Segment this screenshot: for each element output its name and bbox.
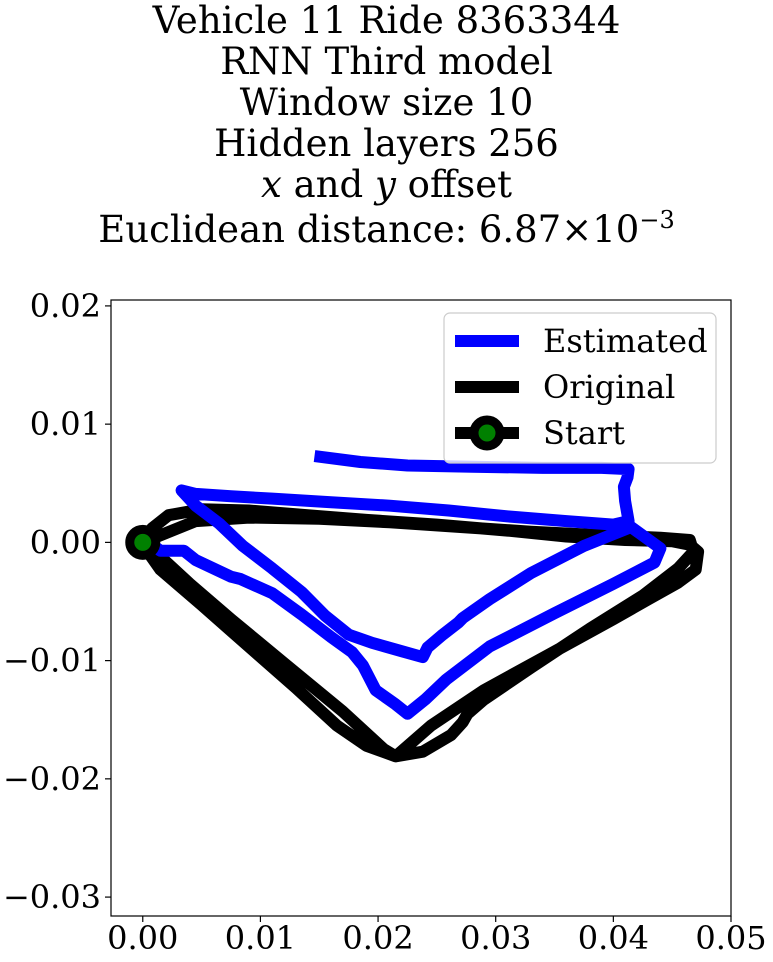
legend-start-label: Start	[543, 414, 625, 452]
title-line-1: Vehicle 11 Ride 8363344	[152, 0, 621, 42]
x-axis: 0.00 0.01 0.02 0.03 0.04 0.05	[107, 916, 767, 957]
y-tick-label: 0.00	[30, 523, 101, 561]
x-tick-label: 0.05	[695, 919, 766, 957]
times-symbol: ×	[561, 208, 593, 251]
x-tick-label: 0.01	[225, 919, 296, 957]
distance-exponent: −3	[639, 206, 675, 234]
legend-original-label: Original	[543, 368, 675, 406]
y-tick-label: 0.02	[30, 287, 101, 325]
y-tick-label: −0.03	[3, 878, 101, 916]
x-tick-label: 0.02	[342, 919, 413, 957]
y-tick-label: −0.01	[3, 642, 101, 680]
y-tick-label: −0.02	[3, 760, 101, 798]
legend-frame	[443, 312, 717, 464]
title-and-text: and	[281, 163, 375, 206]
series-line-estimated	[142, 450, 667, 720]
y-axis: 0.02 0.01 0.00 −0.01 −0.02 −0.03	[3, 287, 111, 916]
legend: Estimated Original Start	[443, 312, 717, 464]
start-marker	[125, 524, 161, 560]
chart-title: Vehicle 11 Ride 8363344 RNN Third model …	[0, 0, 773, 250]
title-line-5: x and y offset	[0, 164, 773, 205]
marker-layer	[125, 524, 161, 560]
distance-prefix: Euclidean distance: 6.87	[98, 208, 562, 251]
title-offset-text: offset	[395, 163, 512, 206]
title-line-3: Window size 10	[239, 81, 534, 124]
title-x-symbol: x	[261, 163, 282, 206]
title-y-symbol: y	[375, 163, 396, 206]
title-line-4: Hidden layers 256	[214, 122, 559, 165]
legend-estimated-label: Estimated	[543, 322, 708, 360]
y-tick-label: 0.01	[30, 405, 101, 443]
x-tick-label: 0.03	[460, 919, 531, 957]
title-line-6: Euclidean distance: 6.87×10−3	[0, 206, 773, 251]
distance-base: 10	[592, 208, 640, 251]
x-tick-label: 0.04	[578, 919, 649, 957]
axes-frame	[110, 299, 732, 917]
series-layer	[136, 450, 705, 763]
title-line-2: RNN Third model	[220, 40, 553, 83]
series-line-original	[136, 503, 705, 763]
legend-start-marker	[469, 415, 505, 451]
x-tick-label: 0.00	[107, 919, 178, 957]
